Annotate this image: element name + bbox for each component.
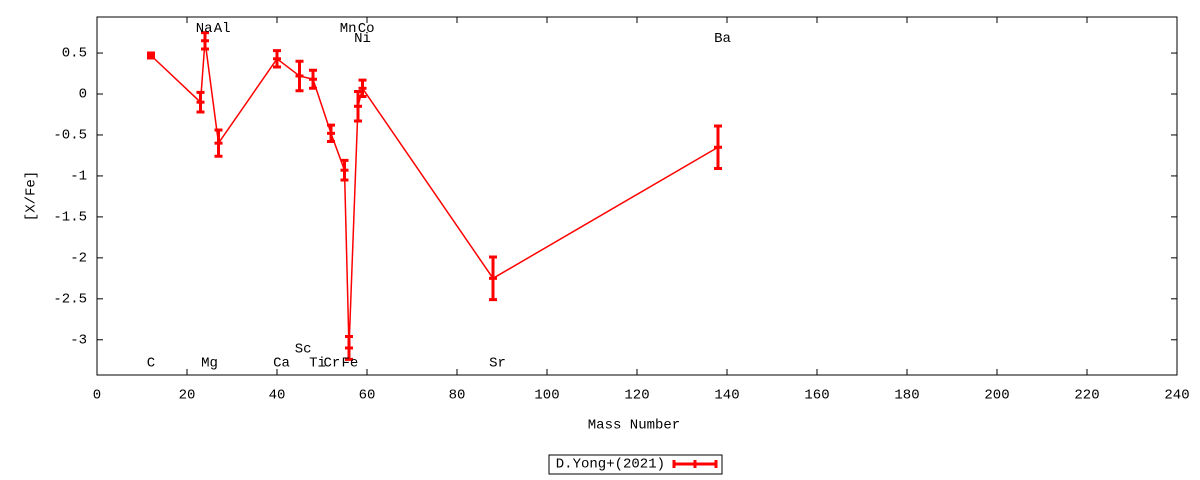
- annotation: Mg: [201, 355, 218, 371]
- annotation: Na: [196, 21, 213, 37]
- annotation: Sc: [295, 341, 312, 357]
- legend-box: [548, 454, 723, 475]
- annotation: Al: [214, 21, 231, 37]
- legend-label: D.Yong+(2021): [556, 457, 665, 473]
- annotation: Ca: [273, 355, 290, 371]
- annotation: Co: [358, 21, 375, 37]
- x-axis-label: Mass Number: [588, 418, 680, 434]
- annotation: Ni: [354, 31, 371, 47]
- y-tick-label: -1: [70, 169, 87, 185]
- annotation: Ti: [309, 355, 326, 371]
- legend-swatch: [672, 460, 718, 468]
- x-tick-label: 60: [359, 388, 376, 404]
- y-tick-label: 0.5: [62, 46, 87, 62]
- y-tick-label: -3: [70, 332, 87, 348]
- x-tick-label: 20: [179, 388, 196, 404]
- annotation: C: [147, 355, 155, 371]
- y-axis-label: [X/Fe]: [24, 171, 40, 221]
- y-tick-label: -0.5: [53, 128, 87, 144]
- x-tick-label: 120: [624, 388, 649, 404]
- plot-frame: [96, 16, 1178, 376]
- x-tick-label: 100: [534, 388, 559, 404]
- y-tick-label: -1.5: [53, 210, 87, 226]
- annotation: Cr: [323, 355, 340, 371]
- x-tick-label: 140: [714, 388, 739, 404]
- x-tick-label: 200: [984, 388, 1009, 404]
- y-tick-label: -2.5: [53, 292, 87, 308]
- annotation: Fe: [341, 355, 358, 371]
- x-tick-label: 240: [1164, 388, 1189, 404]
- annotation: Ba: [714, 31, 731, 47]
- y-tick-label: -2: [70, 251, 87, 267]
- annotation: Sr: [489, 355, 506, 371]
- data-line: [150, 40, 719, 348]
- x-tick-label: 180: [894, 388, 919, 404]
- x-tick-label: 0: [93, 388, 101, 404]
- annotation: Mn: [340, 21, 357, 37]
- x-tick-label: 40: [269, 388, 286, 404]
- y-tick-label: 0: [79, 87, 87, 103]
- x-tick-label: 160: [804, 388, 829, 404]
- x-tick-label: 220: [1074, 388, 1099, 404]
- x-tick-label: 80: [449, 388, 466, 404]
